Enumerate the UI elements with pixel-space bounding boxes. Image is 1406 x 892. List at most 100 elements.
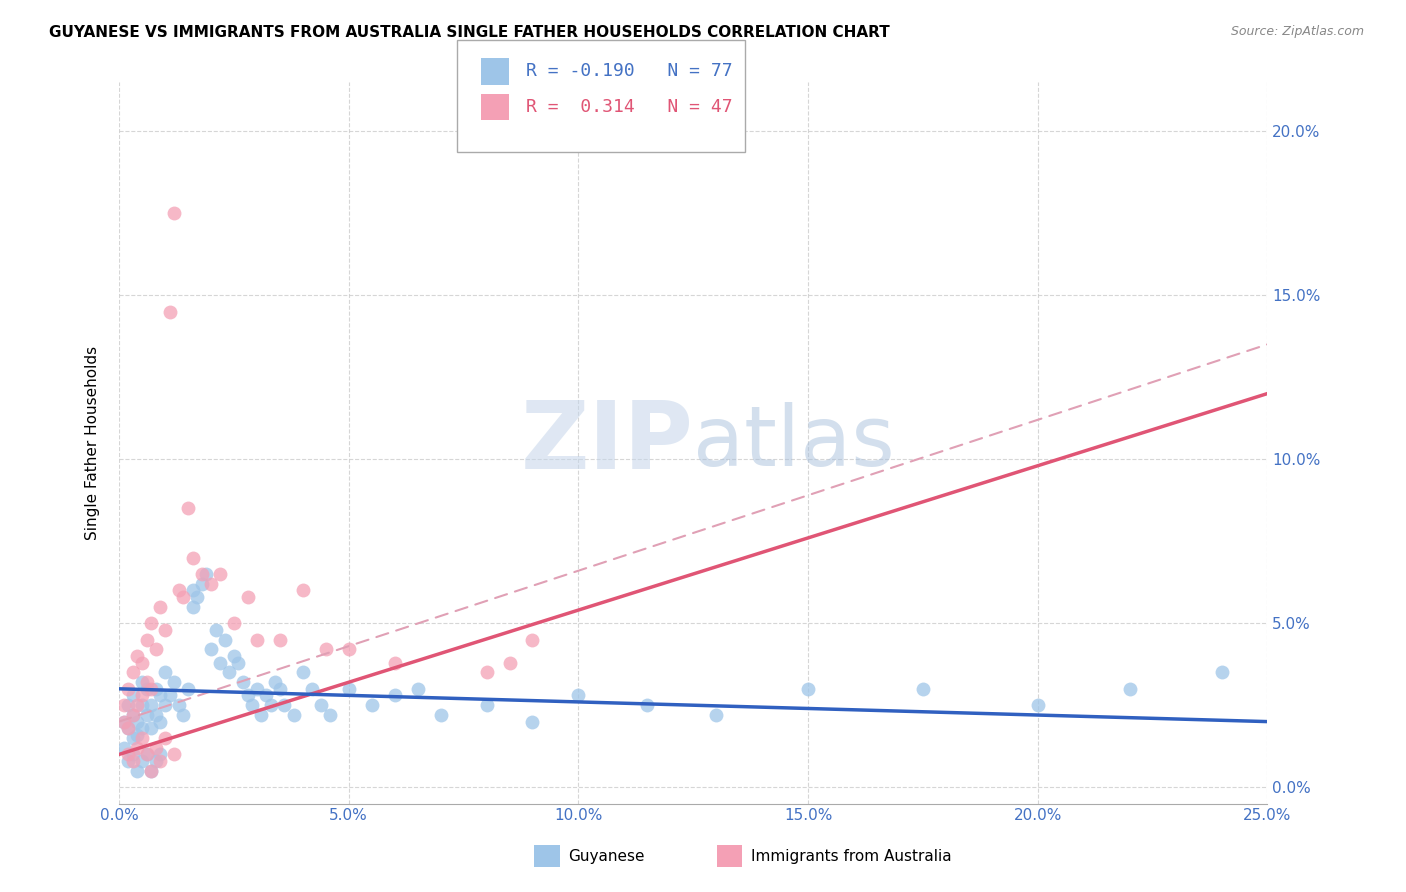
Point <box>141 764 163 778</box>
Point <box>177 501 200 516</box>
Point <box>135 747 157 762</box>
Point <box>117 698 139 713</box>
Point <box>127 714 149 729</box>
Point <box>214 632 236 647</box>
Point <box>337 642 360 657</box>
Point <box>167 583 190 598</box>
Point <box>222 616 245 631</box>
Point <box>337 681 360 696</box>
Point <box>236 689 259 703</box>
Point <box>135 632 157 647</box>
Point <box>273 698 295 713</box>
Point <box>209 566 232 581</box>
Point <box>153 623 176 637</box>
Point <box>145 642 167 657</box>
Point <box>127 728 149 742</box>
Point <box>360 698 382 713</box>
Point <box>190 577 212 591</box>
Point <box>127 698 149 713</box>
Point <box>121 665 143 680</box>
Point <box>291 583 314 598</box>
Point <box>475 698 498 713</box>
Point <box>269 632 291 647</box>
Point <box>291 665 314 680</box>
Point <box>283 708 305 723</box>
Point <box>301 681 323 696</box>
Point <box>200 642 222 657</box>
Point <box>121 754 143 768</box>
Point <box>121 708 143 723</box>
Point <box>112 714 135 729</box>
Point <box>384 656 406 670</box>
Point <box>153 698 176 713</box>
Point <box>112 714 135 729</box>
Point <box>209 656 232 670</box>
Point <box>131 656 153 670</box>
Point <box>145 754 167 768</box>
Point <box>112 698 135 713</box>
Point <box>149 599 172 614</box>
Point <box>240 698 263 713</box>
Point <box>177 681 200 696</box>
Point <box>149 714 172 729</box>
Text: ZIP: ZIP <box>520 397 693 489</box>
Point <box>159 689 181 703</box>
Point <box>232 675 254 690</box>
Point <box>167 698 190 713</box>
Point <box>141 698 163 713</box>
Point <box>121 747 143 762</box>
Point <box>131 731 153 745</box>
Point <box>181 599 204 614</box>
Point <box>131 689 153 703</box>
Point <box>1026 698 1049 713</box>
Point <box>135 681 157 696</box>
Point <box>117 721 139 735</box>
Point <box>236 590 259 604</box>
Point <box>112 740 135 755</box>
Point <box>145 681 167 696</box>
Point <box>384 689 406 703</box>
Point <box>406 681 429 696</box>
Point <box>159 304 181 318</box>
Point <box>522 714 544 729</box>
Point <box>204 623 226 637</box>
Point <box>309 698 332 713</box>
Point <box>117 747 139 762</box>
Point <box>141 616 163 631</box>
Point <box>121 731 143 745</box>
Point <box>135 675 157 690</box>
Point <box>186 590 208 604</box>
Point <box>131 754 153 768</box>
Text: Immigrants from Australia: Immigrants from Australia <box>751 849 952 863</box>
Point <box>246 632 269 647</box>
Point <box>250 708 273 723</box>
Point <box>246 681 269 696</box>
Point <box>522 632 544 647</box>
Point <box>195 566 218 581</box>
Text: R =  0.314   N = 47: R = 0.314 N = 47 <box>526 98 733 116</box>
Point <box>141 681 163 696</box>
Point <box>121 689 143 703</box>
Point <box>127 648 149 663</box>
Text: atlas: atlas <box>693 402 896 483</box>
Point <box>636 698 658 713</box>
Text: GUYANESE VS IMMIGRANTS FROM AUSTRALIA SINGLE FATHER HOUSEHOLDS CORRELATION CHART: GUYANESE VS IMMIGRANTS FROM AUSTRALIA SI… <box>49 25 890 40</box>
Point <box>117 754 139 768</box>
Point <box>181 583 204 598</box>
Point <box>498 656 520 670</box>
Point <box>153 731 176 745</box>
Point <box>190 566 212 581</box>
Point <box>797 681 820 696</box>
Point <box>163 206 186 220</box>
Point <box>200 577 222 591</box>
Point <box>319 708 342 723</box>
Point <box>429 708 451 723</box>
Point <box>131 675 153 690</box>
Point <box>121 708 143 723</box>
Point <box>911 681 934 696</box>
Point <box>153 665 176 680</box>
Y-axis label: Single Father Households: Single Father Households <box>86 346 100 540</box>
Point <box>1211 665 1233 680</box>
Point <box>131 721 153 735</box>
Point <box>117 721 139 735</box>
